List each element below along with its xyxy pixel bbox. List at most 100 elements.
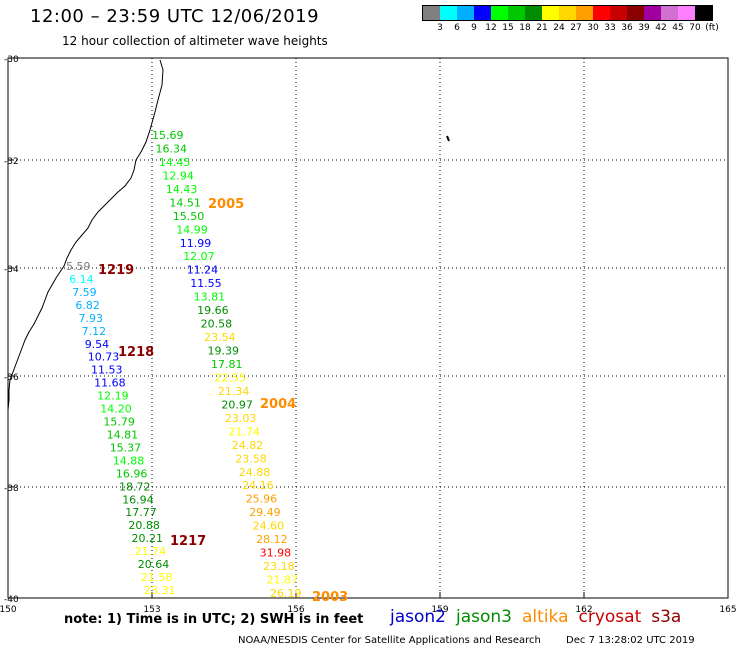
wave-height-value: 19.66 bbox=[197, 304, 229, 317]
legend-swatch bbox=[610, 6, 627, 20]
legend-tick-label: 36 bbox=[621, 23, 633, 33]
legend-swatch bbox=[542, 6, 559, 20]
satellite-legend-s3a: s3a bbox=[651, 607, 682, 627]
legend-swatch bbox=[491, 6, 508, 20]
lat-label: -30 bbox=[4, 55, 19, 65]
wave-height-value: 26.19 bbox=[270, 587, 302, 600]
wave-height-value: 7.59 bbox=[72, 286, 97, 299]
wave-height-value: 24.60 bbox=[253, 520, 285, 533]
wave-height-value: 22.55 bbox=[215, 372, 247, 385]
legend-tick-label: 12 bbox=[485, 23, 497, 33]
legend-tick-label: 24 bbox=[553, 23, 565, 33]
legend-swatch bbox=[661, 6, 678, 20]
wave-height-value: 14.88 bbox=[113, 454, 145, 467]
wave-height-value: 18.72 bbox=[119, 480, 151, 493]
wave-height-value: 14.81 bbox=[107, 429, 139, 442]
wave-height-value: 24.88 bbox=[239, 466, 270, 479]
island-marker bbox=[446, 135, 450, 142]
legend-tick-label: 15 bbox=[502, 23, 514, 33]
wave-height-value: 20.97 bbox=[221, 398, 253, 411]
wave-height-value: 11.53 bbox=[91, 364, 123, 377]
lat-label: -38 bbox=[4, 484, 19, 494]
satellite-legend-jason2: jason2 bbox=[390, 607, 446, 627]
legend-tick-label: 9 bbox=[471, 23, 477, 33]
legend-swatch bbox=[457, 6, 474, 20]
wave-height-value: 5.59 bbox=[66, 260, 91, 273]
lon-label: 153 bbox=[143, 605, 160, 615]
wave-height-value: 28.12 bbox=[256, 533, 288, 546]
legend-swatch bbox=[559, 6, 576, 20]
wave-height-value: 15.79 bbox=[103, 416, 134, 429]
pass-time-label: 1218 bbox=[118, 345, 154, 360]
legend-tick-label: 42 bbox=[655, 23, 667, 33]
lat-label: -40 bbox=[4, 595, 19, 605]
legend-swatch bbox=[593, 6, 610, 20]
wave-height-value: 15.69 bbox=[152, 129, 184, 142]
wave-height-value: 12.94 bbox=[162, 169, 194, 182]
wave-height-value: 16.94 bbox=[122, 493, 154, 506]
wave-height-value: 11.99 bbox=[180, 237, 212, 250]
page-title: 12:00 – 23:59 UTC 12/06/2019 bbox=[30, 6, 320, 27]
wave-height-value: 23.03 bbox=[225, 412, 257, 425]
wave-height-value: 23.58 bbox=[235, 452, 266, 465]
pass-time-label: 2003 bbox=[312, 590, 348, 605]
lon-label: 150 bbox=[0, 605, 17, 615]
coastline bbox=[7, 59, 164, 411]
wave-height-value: 20.64 bbox=[138, 558, 170, 571]
legend-swatches bbox=[422, 5, 713, 21]
legend-tick-label: 30 bbox=[587, 23, 599, 33]
wave-height-value: 25.96 bbox=[246, 493, 278, 506]
pass-time-label: 1219 bbox=[98, 263, 134, 278]
wave-height-value: 16.34 bbox=[156, 143, 188, 156]
wave-height-value: 6.82 bbox=[75, 299, 100, 312]
legend-tick-label: 18 bbox=[519, 23, 531, 33]
satellite-legend-altika: altika bbox=[522, 607, 569, 627]
legend-tick-label: 21 bbox=[536, 23, 548, 33]
wave-height-value: 15.37 bbox=[110, 441, 142, 454]
wave-height-value: 11.68 bbox=[94, 377, 126, 390]
wave-height-value: 17.81 bbox=[211, 358, 243, 371]
wave-height-value: 21.87 bbox=[267, 574, 299, 587]
wave-height-value: 21.74 bbox=[135, 545, 167, 558]
wave-height-value: 6.14 bbox=[69, 273, 94, 286]
wave-height-value: 20.58 bbox=[201, 318, 233, 331]
lon-label: 162 bbox=[575, 605, 592, 615]
wave-height-value: 20.21 bbox=[132, 532, 164, 545]
wave-height-value: 23.18 bbox=[263, 560, 295, 573]
legend-swatch bbox=[644, 6, 661, 20]
map-frame bbox=[7, 57, 729, 599]
footer: NOAA/NESDIS Center for Satellite Applica… bbox=[238, 635, 695, 646]
legend-swatch bbox=[474, 6, 491, 20]
lon-label: 159 bbox=[431, 605, 448, 615]
wave-height-value: 11.24 bbox=[187, 264, 219, 277]
legend-swatch bbox=[627, 6, 644, 20]
legend-swatch bbox=[695, 6, 712, 20]
satellite-legend-cryosat: cryosat bbox=[578, 607, 642, 627]
wave-height-value: 20.88 bbox=[128, 519, 160, 532]
units-note: note: 1) Time is in UTC; 2) SWH is in fe… bbox=[64, 612, 364, 627]
legend-swatch bbox=[508, 6, 525, 20]
page-subtitle: 12 hour collection of altimeter wave hei… bbox=[62, 34, 328, 48]
wave-height-value: 16.96 bbox=[116, 467, 147, 480]
wave-height-value: 13.81 bbox=[194, 291, 226, 304]
wave-height-value: 29.49 bbox=[249, 506, 281, 519]
satellite-tracks: 15.6916.3414.4512.9414.4314.5115.5014.99… bbox=[66, 129, 302, 600]
legend-swatch bbox=[423, 6, 440, 20]
pass-time-label: 2005 bbox=[208, 197, 244, 212]
wave-height-value: 7.12 bbox=[82, 325, 107, 338]
lat-label: -32 bbox=[4, 157, 19, 167]
wave-height-value: 24.16 bbox=[242, 479, 274, 492]
legend-swatch bbox=[525, 6, 542, 20]
wave-height-value: 21.74 bbox=[228, 425, 260, 438]
satellite-legend: jason2 jason3 altika cryosat s3a bbox=[390, 607, 691, 627]
wave-height-value: 12.07 bbox=[183, 250, 215, 263]
footer-timestamp: Dec 7 13:28:02 UTC 2019 bbox=[566, 635, 695, 646]
legend-tick-label: (ft) bbox=[705, 23, 719, 33]
wave-height-value: 17.77 bbox=[125, 506, 157, 519]
pass-annotations: 2005 1219 1218 2004 1217 2003 bbox=[98, 197, 348, 605]
pass-time-label: 1217 bbox=[170, 534, 206, 549]
lon-label: 165 bbox=[719, 605, 736, 615]
pass-time-label: 2004 bbox=[260, 397, 296, 412]
